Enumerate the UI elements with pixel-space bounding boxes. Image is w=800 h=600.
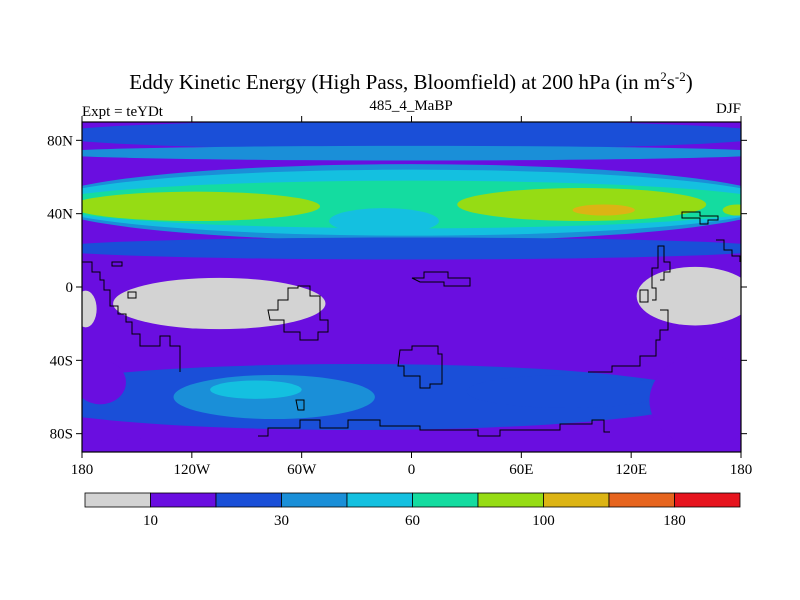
- coastline-south-america: [397, 345, 443, 389]
- colorbar-label: 10: [143, 513, 158, 529]
- coastline-madagascar: [295, 399, 305, 411]
- coastline-australia: [588, 309, 669, 373]
- colorbar-box: [412, 492, 479, 508]
- title-superscript-minus2: -2: [675, 69, 686, 84]
- field-atlantic-pacific-gap: [329, 208, 439, 234]
- colorbar-box: [281, 492, 348, 508]
- x-tick-label: 120W: [173, 462, 211, 478]
- colorbar-box: [84, 492, 151, 508]
- colorbar-box: [346, 492, 413, 508]
- x-tick-label: 60W: [287, 462, 317, 478]
- subtitle-right: DJF: [716, 101, 741, 117]
- plot-area: [82, 122, 741, 452]
- y-tick-label: 40S: [50, 353, 73, 369]
- x-tick-label: 180: [730, 462, 753, 478]
- title-superscript-2: 2: [660, 69, 667, 84]
- contour-fields: [82, 122, 741, 452]
- field-tropical-calm-east: [636, 266, 741, 326]
- x-tick-label: 0: [408, 462, 416, 478]
- colorbar-label: 60: [405, 513, 420, 529]
- x-tick-label: 180: [71, 462, 94, 478]
- coastline-antarctica: [258, 419, 610, 437]
- x-axis: 180 120W 60W 0 60E 120E 180: [71, 116, 753, 478]
- field-north-polar-ring: [82, 145, 741, 161]
- colorbar-box: [477, 492, 544, 508]
- x-tick-label: 60E: [509, 462, 533, 478]
- field-south-polar-band: [82, 433, 741, 452]
- coastline-caribbean: [411, 271, 471, 287]
- colorbar-box: [608, 492, 675, 508]
- field-north-asia-jet: [457, 188, 707, 221]
- subtitle-left: Expt = teYDt: [82, 104, 164, 120]
- chart-title: Eddy Kinetic Energy (High Pass, Bloomfie…: [129, 69, 693, 94]
- x-tick-label: 120E: [615, 462, 647, 478]
- field-tropical-calm-west: [113, 277, 326, 330]
- field-south-east-calm: [649, 354, 741, 447]
- coastline-west-america: [82, 261, 181, 372]
- subtitle-center: 485_4_MaBP: [369, 98, 452, 114]
- field-southern-storm-track-east: [466, 375, 668, 408]
- colorbar-label: 100: [532, 513, 555, 529]
- coastline-india: [639, 289, 649, 303]
- colorbar: 10 30 60 100 180: [84, 492, 741, 529]
- coastline-kamchatka: [681, 211, 719, 225]
- field-north-pole-band: [82, 122, 741, 150]
- y-axis: 80N 40N 0 40S 80S: [47, 133, 747, 443]
- field-north-pacific-jet: [82, 191, 320, 221]
- coastline-pacific-islands: [716, 239, 741, 262]
- coastline-east-asia: [651, 245, 671, 301]
- field-tropical-calm-edge: [82, 290, 97, 328]
- coastline-central-america: [111, 261, 123, 267]
- colorbar-label: 30: [274, 513, 289, 529]
- colorbar-label: 180: [663, 513, 686, 529]
- y-tick-label: 80S: [50, 427, 73, 443]
- coastline-africa: [267, 285, 329, 341]
- y-tick-label: 80N: [47, 133, 73, 149]
- coastline-gulf: [127, 291, 137, 299]
- field-dateline-edge-jet: [722, 204, 741, 216]
- field-south-pacific-calm: [82, 360, 126, 405]
- coastlines: [82, 211, 741, 437]
- colorbar-box: [150, 492, 217, 508]
- field-asia-jet-core: [572, 204, 635, 216]
- y-tick-label: 0: [66, 280, 74, 296]
- colorbar-box: [543, 492, 610, 508]
- field-subtropical-north: [82, 237, 741, 260]
- colorbar-box: [674, 492, 741, 508]
- colorbar-box: [215, 492, 282, 508]
- field-south-atlantic-inner: [210, 380, 302, 399]
- y-tick-label: 40N: [47, 207, 73, 223]
